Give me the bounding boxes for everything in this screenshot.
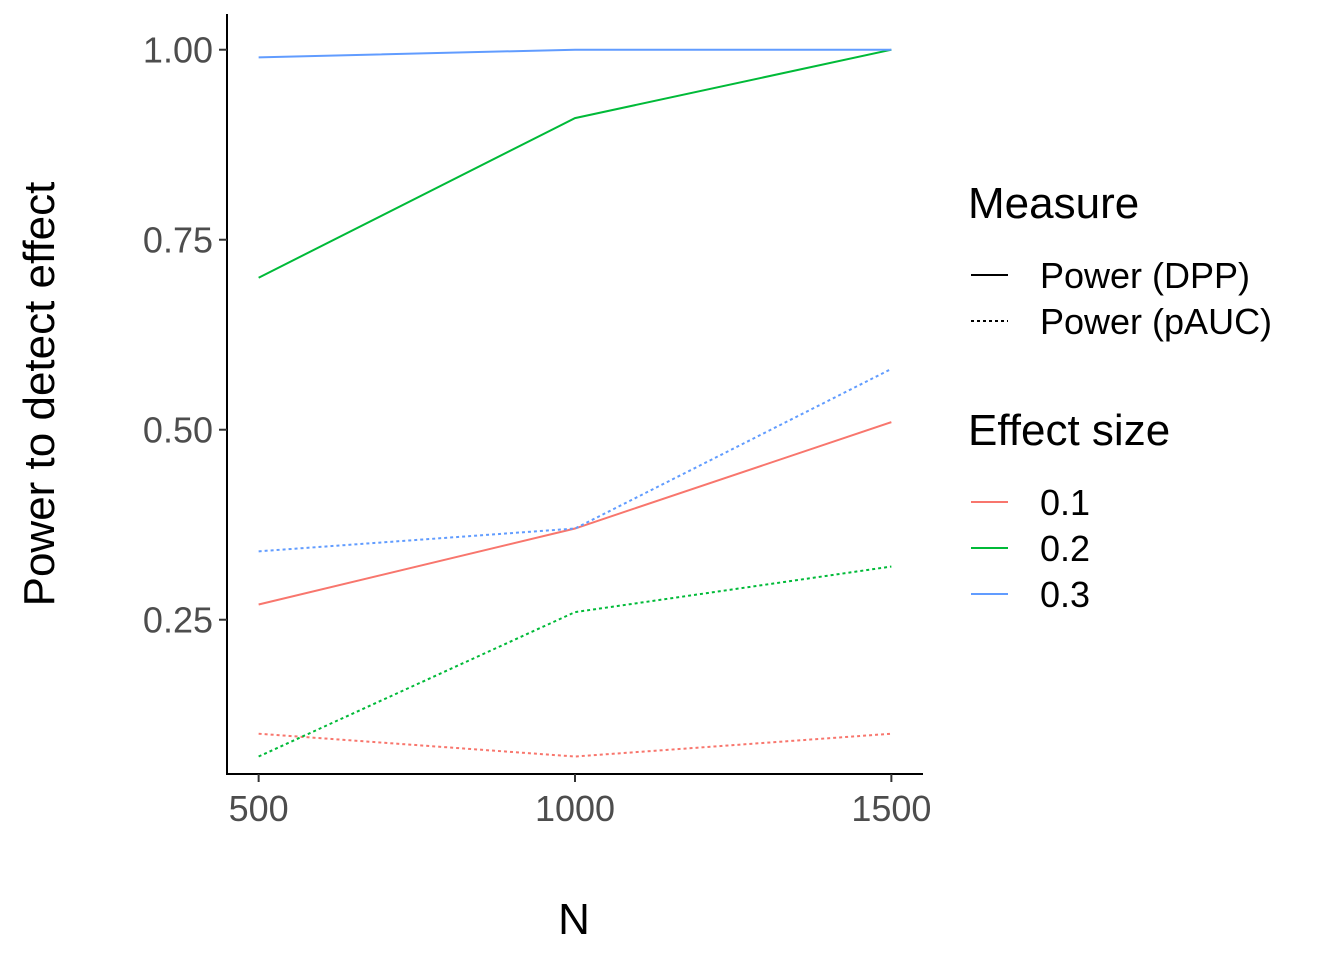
y-axis-title: Power to detect effect bbox=[15, 182, 64, 607]
x-ticks: 500 1000 1500 bbox=[229, 774, 931, 829]
x-tick-label: 1500 bbox=[851, 788, 931, 829]
legend-effect-title: Effect size bbox=[968, 406, 1170, 455]
series-line-dpp-0-3 bbox=[258, 48, 892, 59]
y-tick-label: 0.75 bbox=[143, 220, 213, 261]
legend-measure: Measure Power (DPP) Power (pAUC) bbox=[968, 179, 1272, 342]
y-tick-label: 0.50 bbox=[143, 410, 213, 451]
legend-label-pauc: Power (pAUC) bbox=[1040, 301, 1272, 342]
series-line-dpp-0-2 bbox=[258, 48, 892, 279]
legend-label-0-2: 0.2 bbox=[1040, 528, 1090, 569]
series-line-pauc-0-1 bbox=[258, 732, 892, 758]
y-tick-label: 1.00 bbox=[143, 30, 213, 71]
legend-effect-size: Effect size 0.1 0.2 0.3 bbox=[968, 406, 1170, 615]
x-tick-label: 500 bbox=[229, 788, 289, 829]
y-tick-label: 0.25 bbox=[143, 600, 213, 641]
series-line-pauc-0-2 bbox=[258, 565, 892, 758]
legend-label-0-1: 0.1 bbox=[1040, 482, 1090, 523]
x-tick-label: 1000 bbox=[535, 788, 615, 829]
series-line-dpp-0-1 bbox=[258, 421, 892, 606]
x-axis-title: N bbox=[558, 895, 590, 944]
y-ticks: 0.25 0.50 0.75 1.00 bbox=[143, 30, 227, 641]
legend-measure-title: Measure bbox=[968, 179, 1139, 228]
series-line-pauc-0-3 bbox=[258, 368, 892, 553]
legend-label-0-3: 0.3 bbox=[1040, 574, 1090, 615]
plot-lines bbox=[258, 48, 892, 758]
legend-label-dpp: Power (DPP) bbox=[1040, 255, 1250, 296]
